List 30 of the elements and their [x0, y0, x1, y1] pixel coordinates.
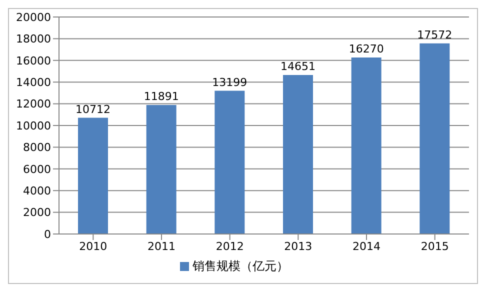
y-tick-label: 2000: [23, 206, 51, 220]
x-tick-label: 2013: [284, 240, 312, 253]
y-tick-label: 20000: [16, 10, 51, 24]
data-label: 16270: [348, 42, 384, 56]
y-tick-label: 14000: [16, 76, 51, 90]
bar: [283, 75, 313, 234]
x-tick-label: 2014: [352, 240, 380, 253]
x-tick-label: 2011: [148, 240, 176, 253]
y-tick-label: 16000: [16, 54, 51, 68]
data-label: 13199: [212, 76, 248, 89]
bar: [351, 57, 382, 234]
y-tick-label: 18000: [16, 32, 51, 46]
bar: [214, 90, 245, 234]
x-tick-label: 2015: [420, 240, 449, 253]
bar: [146, 104, 176, 234]
bar: [420, 43, 450, 234]
y-tick-label: 6000: [23, 162, 51, 176]
y-tick-label: 4000: [23, 184, 51, 198]
y-tick-label: 0: [44, 228, 51, 241]
legend-label: 销售规模（亿元）: [192, 259, 288, 273]
data-label: 11891: [144, 90, 179, 103]
x-tick-label: 2012: [216, 240, 244, 253]
y-tick-label: 8000: [23, 141, 51, 154]
bar: [78, 118, 108, 234]
x-tick-label: 2010: [79, 240, 108, 253]
y-tick-label: 12000: [16, 98, 51, 111]
data-label: 14651: [280, 60, 316, 74]
data-label: 10712: [76, 102, 110, 116]
y-tick-label: 10000: [16, 119, 51, 132]
data-label: 17572: [417, 28, 452, 42]
